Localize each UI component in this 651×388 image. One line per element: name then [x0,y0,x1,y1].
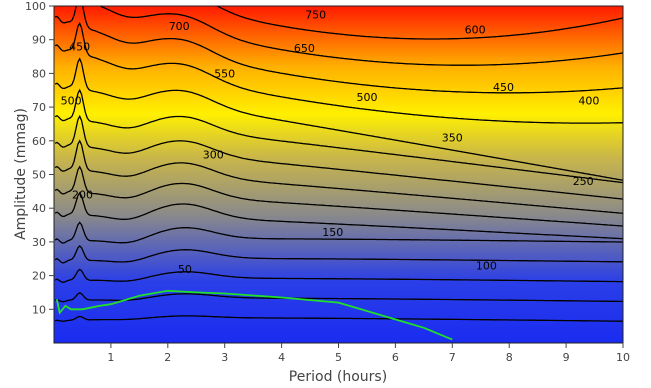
contour-line-550 [54,57,623,181]
contour-line-300 [54,191,623,240]
contour-label-350: 350 [442,131,463,144]
x-tick-label: 9 [563,351,570,364]
y-tick-label: 20 [32,270,46,283]
y-tick-label: 50 [32,169,46,182]
contour-line-150 [54,268,623,283]
x-tick-label: 7 [449,351,456,364]
x-tick-label: 5 [335,351,342,364]
contour-label-200: 200 [72,189,93,202]
contour-line-100 [54,292,623,303]
y-tick-label: 10 [32,303,46,316]
x-tick-label: 2 [164,351,171,364]
contour-line-350 [54,165,623,227]
x-tick-label: 10 [616,351,630,364]
contour-line-750 [215,6,623,40]
contour-label-400: 400 [578,94,599,107]
y-tick-label: 80 [32,67,46,80]
contour-label-700: 700 [169,20,190,33]
contour-line-450 [54,114,623,200]
x-axis-ticks: 1 2 3 4 5 6 7 8 9 10 [107,343,630,364]
contour-label-650: 650 [294,42,315,55]
contour-label-50: 50 [178,263,192,276]
contour-line-200 [54,244,623,264]
contour-line-250 [54,221,623,244]
contour-label-150: 150 [322,226,343,239]
contour-line-650 [54,6,623,94]
contour-line-50 [54,315,623,322]
contour-lines [54,6,623,322]
y-tick-label: 100 [25,0,46,13]
contour-labels: 750 700 650 600 550 500 450 400 350 300 250 200 150 1… [61,8,600,276]
y-tick-label: 60 [32,135,46,148]
contour-label-450: 450 [493,81,514,94]
y-tick-label: 40 [32,202,46,215]
x-axis-label: Period (hours) [289,369,387,385]
contour-label-500: 500 [357,91,378,104]
contour-label-500: 500 [61,94,82,107]
y-axis-ticks: 10 20 30 40 50 60 70 80 90 100 [25,0,54,316]
contour-label-750: 750 [305,8,326,21]
contour-label-450: 450 [69,40,90,53]
contour-line-400 [54,139,623,214]
y-tick-label: 90 [32,34,46,47]
contour-label-100: 100 [476,260,497,273]
contour-label-300: 300 [203,148,224,161]
x-tick-label: 1 [107,351,114,364]
contour-label-550: 550 [214,67,235,80]
x-tick-label: 8 [506,351,513,364]
x-tick-label: 6 [392,351,399,364]
y-tick-label: 30 [32,236,46,249]
x-tick-label: 3 [221,351,228,364]
contour-label-600: 600 [465,24,486,37]
y-tick-label: 70 [32,101,46,114]
contour-label-250: 250 [573,175,594,188]
y-axis-label: Amplitude (mmag) [13,108,29,240]
contour-line-700 [98,6,623,66]
threshold-curve-layer [55,289,453,341]
contour-line-500 [54,88,623,184]
plot-background [54,6,623,343]
x-tick-label: 4 [278,351,285,364]
threshold-curve [55,289,453,341]
contour-line-600 [54,21,623,124]
